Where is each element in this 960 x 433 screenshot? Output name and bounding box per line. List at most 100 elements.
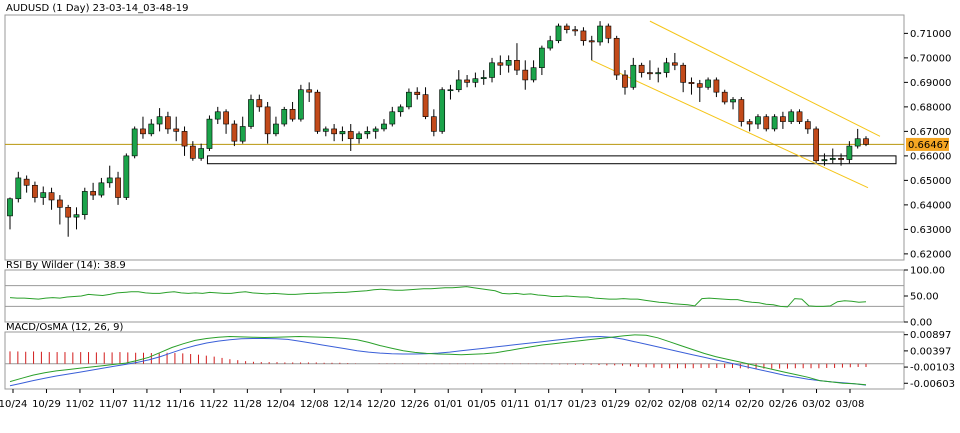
candle-body: [248, 99, 254, 127]
date-tick-label: 01/01: [434, 399, 463, 410]
date-tick-label: 02/14: [702, 399, 731, 410]
candle-body: [98, 182, 105, 196]
date-tick-label: 10/29: [32, 399, 61, 410]
candle-body: [306, 89, 313, 93]
candle-body: [40, 192, 47, 198]
candle-body: [530, 67, 537, 81]
channel-lower-line: [591, 59, 869, 189]
candle-body: [547, 40, 554, 49]
candle-body: [854, 138, 861, 147]
macd-axis: 0.00897 0.00397 -0.00103 -0.00603: [904, 330, 955, 390]
rsi-title: RSI By Wilder (14): 38.9: [6, 260, 126, 271]
candle-body: [56, 199, 63, 208]
price-tick-label: 0.62000: [910, 249, 951, 260]
candle-body: [439, 89, 446, 132]
candle-body: [821, 159, 828, 162]
candle-body: [389, 111, 396, 125]
candle-body: [189, 145, 196, 159]
candle-body: [514, 60, 520, 71]
candle-body: [688, 82, 695, 84]
date-tick-label: 02/02: [635, 399, 664, 410]
candle-body: [721, 91, 728, 103]
candle-body: [455, 79, 462, 91]
candle-body: [48, 192, 55, 201]
candle-body: [406, 91, 412, 108]
current-price-label: 0.66467: [908, 140, 949, 151]
candle-body: [32, 184, 38, 198]
candle-body: [422, 94, 429, 117]
date-tick-label: 02/20: [735, 399, 764, 410]
candle-body: [322, 128, 329, 132]
candle-body: [165, 116, 171, 130]
candle-body: [780, 116, 786, 122]
price-tick-label: 0.69000: [910, 78, 951, 89]
candle-body: [680, 64, 687, 83]
candle-body: [522, 69, 529, 81]
candle-body: [480, 77, 487, 79]
date-tick-label: 01/05: [467, 399, 496, 410]
rsi-series: [5, 285, 904, 308]
price-series: [5, 20, 904, 237]
candle-body: [813, 128, 820, 162]
macd-tick-label: 0.00897: [910, 330, 951, 341]
date-tick-label: 11/07: [99, 399, 128, 410]
candle-body: [755, 116, 761, 125]
candle-body: [106, 177, 113, 184]
candle-body: [206, 118, 213, 149]
date-tick-label: 01/17: [534, 399, 563, 410]
candle-body: [347, 131, 354, 140]
candle-body: [605, 25, 612, 39]
price-tick-label: 0.65000: [910, 176, 951, 187]
candle-body: [846, 145, 853, 160]
candle-body: [115, 177, 121, 198]
candle-body: [81, 191, 88, 215]
candle-body: [73, 214, 80, 218]
candle-body: [381, 123, 387, 130]
rsi-panel-frame: [4, 269, 905, 323]
candle-body: [281, 109, 288, 125]
date-tick-label: 01/23: [568, 399, 597, 410]
candle-body: [214, 111, 221, 120]
candle-body: [663, 62, 670, 73]
candle-body: [198, 148, 205, 159]
date-tick-label: 03/08: [836, 399, 865, 410]
date-tick-label: 11/22: [199, 399, 228, 410]
current-price-tag: 0.66467: [906, 137, 949, 151]
price-tick-label: 0.66000: [910, 151, 951, 162]
candle-body: [730, 99, 736, 103]
candle-body: [356, 133, 362, 140]
candle-body: [140, 128, 146, 135]
candle-body: [430, 116, 437, 132]
date-tick-label: 12/14: [333, 399, 362, 410]
macd-signal-line: [9, 335, 867, 387]
candle-body: [414, 91, 421, 95]
rsi-line: [9, 286, 867, 308]
candle-body: [788, 111, 795, 122]
date-tick-label: 10/24: [0, 399, 27, 410]
date-tick-label: 11/28: [233, 399, 262, 410]
chart-title: AUDUSD (1 Day) 23-03-14_03-48-19: [6, 3, 188, 14]
price-tick-label: 0.70000: [910, 53, 951, 64]
candle-body: [289, 109, 296, 120]
candle-body: [580, 30, 587, 42]
candle-body: [539, 47, 545, 68]
candle-body: [339, 131, 346, 135]
candle-body: [572, 29, 579, 32]
candle-body: [372, 128, 379, 132]
candle-body: [638, 64, 645, 73]
candle-body: [131, 128, 138, 157]
candle-body: [397, 106, 404, 113]
date-axis: 10/24 10/29 11/02 11/07 11/12 11/16 11/22 11/28…: [0, 389, 864, 410]
candle-body: [713, 79, 720, 93]
candle-body: [588, 40, 595, 43]
candle-body: [630, 64, 637, 88]
price-axis: 0.71000 0.70000 0.69000 0.68000 0.67000 0.660…: [904, 29, 951, 260]
support-zone-box: [206, 155, 897, 165]
macd-line: [9, 334, 867, 386]
candle-body: [738, 99, 745, 122]
rsi-tick-label: 100.00: [910, 266, 945, 277]
candle-body: [597, 25, 603, 43]
candle-body: [863, 138, 869, 145]
candle-body: [838, 158, 844, 160]
